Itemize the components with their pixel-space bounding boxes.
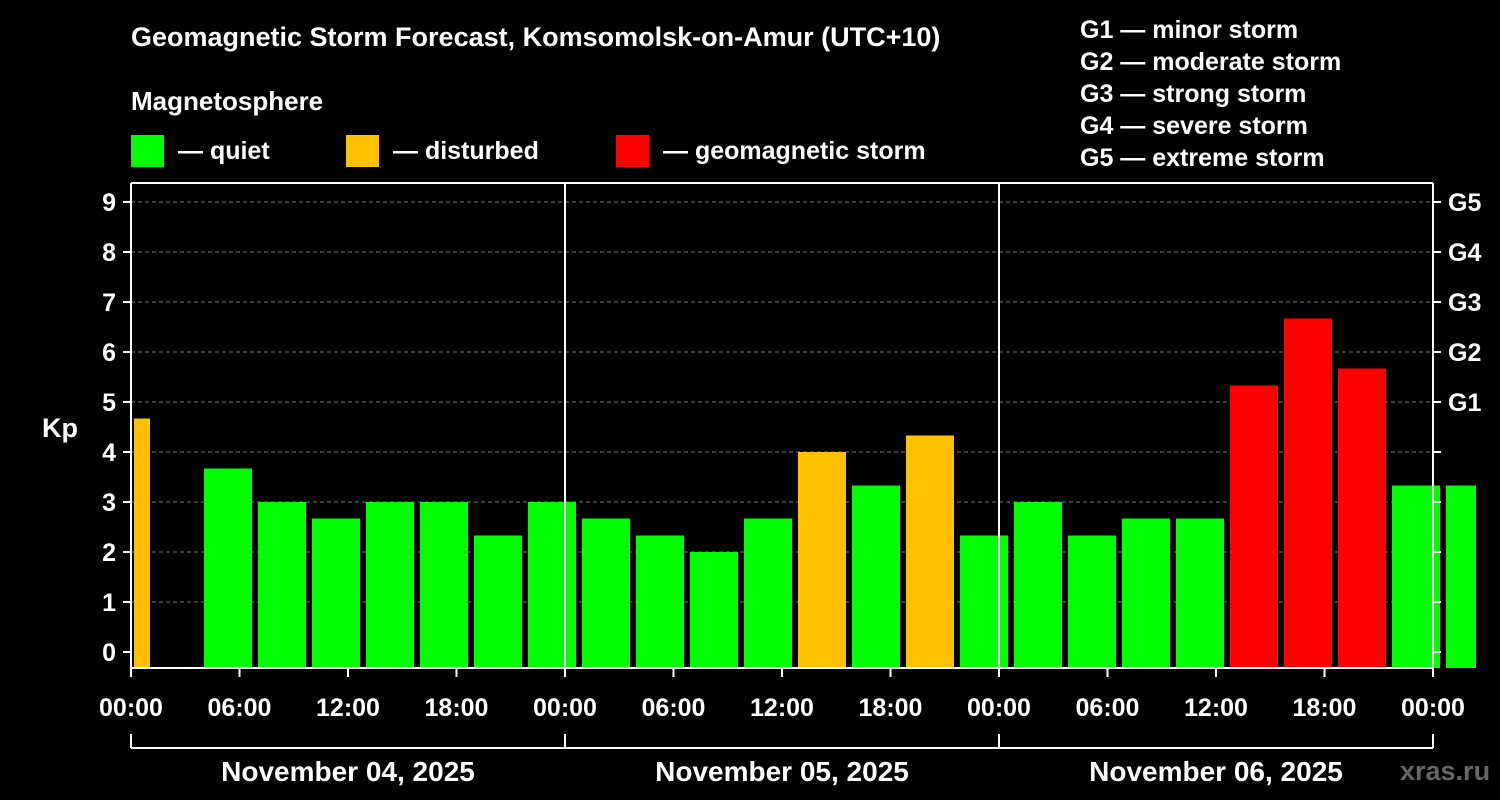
g-scale-g5: G5 — extreme storm xyxy=(1080,144,1325,172)
kp-bar-1 xyxy=(204,468,252,668)
kp-bar-17 xyxy=(1068,535,1116,668)
y-axis-label: Kp xyxy=(42,413,78,443)
x-tick-label: 18:00 xyxy=(859,694,923,722)
chart-title: Geomagnetic Storm Forecast, Komsomolsk-o… xyxy=(131,22,941,52)
x-tick-label: 06:00 xyxy=(1076,694,1140,722)
y-tick-label: 7 xyxy=(102,289,116,317)
legend-swatch-quiet xyxy=(131,135,164,167)
g-scale-tick-label: G2 xyxy=(1448,339,1481,367)
x-tick-label: 18:00 xyxy=(425,694,489,722)
x-tick-label: 06:00 xyxy=(642,694,706,722)
kp-bar-14 xyxy=(906,435,954,668)
kp-bar-9 xyxy=(636,535,684,668)
watermark: xras.ru xyxy=(1400,756,1491,786)
kp-bar-5 xyxy=(420,502,468,668)
g-scale-tick-label: G4 xyxy=(1448,239,1481,267)
y-tick-label: 0 xyxy=(102,639,116,667)
x-tick-label: 12:00 xyxy=(316,694,380,722)
kp-bar-2 xyxy=(258,502,306,668)
g-scale-tick-label: G1 xyxy=(1448,389,1481,417)
legend-item-quiet: — quiet xyxy=(131,135,270,167)
day-label: November 05, 2025 xyxy=(655,756,909,787)
kp-bar-21 xyxy=(1284,318,1332,668)
day-label: November 04, 2025 xyxy=(221,756,475,787)
kp-bar-10 xyxy=(690,552,738,668)
g-scale-g3: G3 — strong storm xyxy=(1080,80,1307,108)
kp-bar-11 xyxy=(744,518,792,668)
x-tick-label: 12:00 xyxy=(750,694,814,722)
kp-bar-18 xyxy=(1122,518,1170,668)
kp-bar-13 xyxy=(852,485,900,668)
kp-bar-3 xyxy=(312,518,360,668)
y-tick-label: 5 xyxy=(102,389,116,417)
kp-bar-12 xyxy=(798,452,846,668)
y-tick-label: 3 xyxy=(102,489,116,517)
kp-bar-8 xyxy=(582,518,630,668)
g-scale-g4: G4 — severe storm xyxy=(1080,112,1308,140)
y-tick-label: 9 xyxy=(102,189,116,217)
legend-swatch-disturbed xyxy=(346,135,379,167)
legend-label-disturbed: — disturbed xyxy=(393,136,539,165)
kp-bar-16 xyxy=(1014,502,1062,668)
legend-label-quiet: — quiet xyxy=(178,136,270,165)
x-tick-label: 12:00 xyxy=(1184,694,1248,722)
legend-swatch-storm xyxy=(616,135,649,167)
g-scale-g2: G2 — moderate storm xyxy=(1080,48,1342,76)
day-label: November 06, 2025 xyxy=(1089,756,1343,787)
x-tick-label: 06:00 xyxy=(208,694,272,722)
legend-item-storm: — geomagnetic storm xyxy=(616,135,926,167)
legend-label-storm: — geomagnetic storm xyxy=(663,136,926,165)
kp-bar-6 xyxy=(474,535,522,668)
kp-bar-0 xyxy=(134,418,150,668)
kp-bar-24 xyxy=(1446,485,1476,668)
g-scale-tick-label: G3 xyxy=(1448,289,1481,317)
kp-bar-20 xyxy=(1230,385,1278,668)
x-tick-label: 00:00 xyxy=(1401,694,1465,722)
g-scale-legend: G1 — minor storm G2 — moderate storm G3 … xyxy=(1080,14,1341,174)
y-tick-label: 6 xyxy=(102,339,116,367)
y-tick-label: 2 xyxy=(102,539,116,567)
y-tick-label: 8 xyxy=(102,239,116,267)
g-scale-g1: G1 — minor storm xyxy=(1080,16,1299,44)
kp-bar-19 xyxy=(1176,518,1224,668)
x-tick-label: 18:00 xyxy=(1293,694,1357,722)
kp-bar-4 xyxy=(366,502,414,668)
legend-heading: Magnetosphere xyxy=(131,86,324,116)
x-tick-label: 00:00 xyxy=(99,694,163,722)
kp-bar-7 xyxy=(528,502,576,668)
kp-bar-15 xyxy=(960,535,1008,668)
y-tick-label: 1 xyxy=(102,589,116,617)
x-tick-label: 00:00 xyxy=(967,694,1031,722)
y-tick-label: 4 xyxy=(102,439,116,467)
legend-item-disturbed: — disturbed xyxy=(346,135,539,167)
x-tick-label: 00:00 xyxy=(533,694,597,722)
kp-bar-22 xyxy=(1338,368,1386,668)
g-scale-tick-label: G5 xyxy=(1448,189,1481,217)
